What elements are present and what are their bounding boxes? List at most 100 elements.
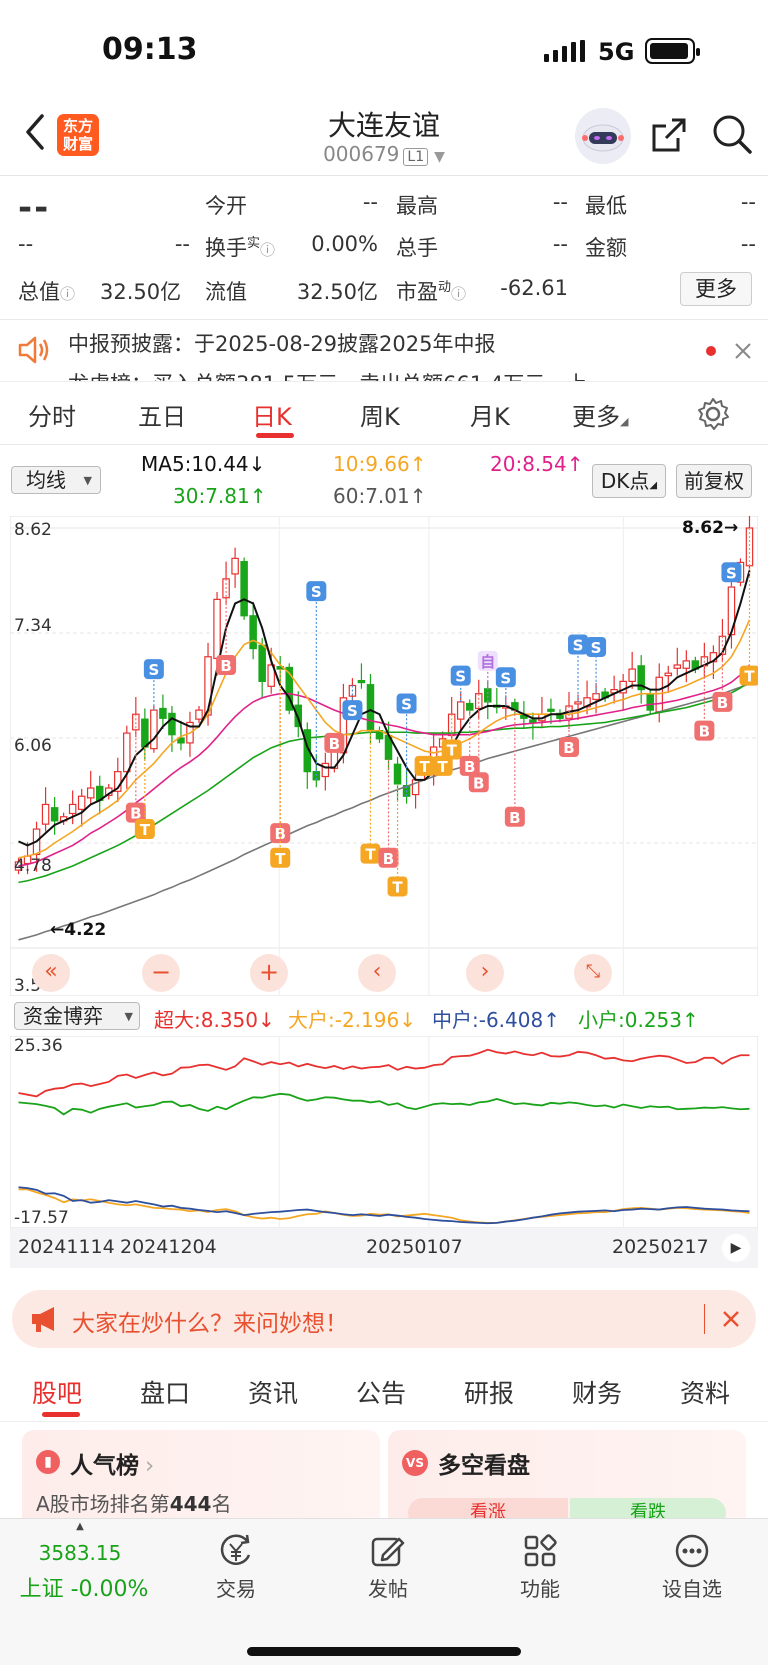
amount-value: -- bbox=[740, 232, 756, 256]
settings-icon[interactable] bbox=[696, 397, 730, 431]
marker-label: S bbox=[311, 583, 322, 601]
marker-T bbox=[134, 819, 155, 840]
pe-label: 市盈动ⓘ bbox=[396, 280, 467, 304]
notice-text-2[interactable]: 龙虎榜：买入总额381.5万元，卖出总额661.4万元，上 bbox=[68, 368, 587, 381]
ma10-line bbox=[18, 619, 751, 859]
popular-title: 人气榜 › bbox=[70, 1453, 155, 1479]
x-tick: 20250107 bbox=[366, 1236, 463, 1258]
marker-S bbox=[495, 667, 516, 688]
ma60-line bbox=[18, 683, 750, 941]
adjust-button[interactable]: 前复权 bbox=[676, 464, 752, 498]
candle-body bbox=[366, 684, 375, 732]
tab-forum[interactable]: 股吧 bbox=[32, 1379, 83, 1408]
tab-order-book[interactable]: 盘口 bbox=[140, 1379, 191, 1408]
indicator-select[interactable]: 均线 ▼ bbox=[11, 466, 101, 494]
candle-body bbox=[231, 557, 239, 575]
zoom-in-button[interactable]: + bbox=[250, 954, 288, 992]
search-icon[interactable] bbox=[710, 112, 754, 156]
marker-label: 自 bbox=[480, 653, 495, 671]
functions-button[interactable]: 功能 bbox=[490, 1533, 590, 1602]
assistant-avatar[interactable] bbox=[575, 108, 631, 164]
candle-body bbox=[258, 644, 266, 682]
stock-code[interactable]: 000679 L1 ▼ bbox=[323, 142, 445, 166]
app-logo: 东方 财富 bbox=[57, 114, 99, 156]
dk-button[interactable]: DK点◢ bbox=[592, 464, 666, 498]
y-tick: 6.06 bbox=[14, 736, 52, 756]
index-value[interactable]: 3583.15 bbox=[38, 1541, 122, 1565]
close-icon[interactable] bbox=[734, 342, 752, 360]
marker-T bbox=[739, 665, 760, 686]
high-value: -- bbox=[552, 190, 568, 214]
notice-bar[interactable]: 中报预披露：于2025-08-29披露2025年中报 龙虎榜：买入总额381.5… bbox=[0, 320, 768, 382]
x-tick: 20241114 bbox=[18, 1236, 115, 1258]
share-icon[interactable] bbox=[648, 114, 690, 156]
tab-profile[interactable]: 资料 bbox=[680, 1379, 731, 1408]
chart-frame bbox=[9, 515, 759, 997]
volume-label: 总手 bbox=[396, 236, 438, 260]
vs-title: 多空看盘 bbox=[438, 1453, 530, 1479]
marker-label: B bbox=[220, 657, 231, 675]
x-axis: 20241114 20241204 20250107 20250217 ▶ bbox=[10, 1228, 758, 1268]
scroll-left-button[interactable]: ‹ bbox=[358, 954, 396, 992]
fund-chart[interactable]: 25.36 -17.57 bbox=[9, 1035, 759, 1229]
marker-T bbox=[432, 755, 453, 776]
close-icon[interactable] bbox=[722, 1310, 740, 1328]
scroll-left-far-button[interactable]: « bbox=[32, 954, 70, 992]
marker-T bbox=[387, 876, 408, 897]
marker-B bbox=[468, 772, 489, 793]
candle-body bbox=[141, 718, 149, 748]
fullscreen-icon[interactable]: ⤡ bbox=[574, 954, 612, 992]
fund-legend: 资金博弈 ▼ 超大:8.350↓ 大户:-2.196↓ 中户:-6.408↑ 小户… bbox=[0, 1000, 768, 1036]
marker-B bbox=[324, 732, 345, 753]
marker-label: B bbox=[130, 805, 141, 823]
tab-announcements[interactable]: 公告 bbox=[356, 1379, 407, 1408]
popular-card[interactable]: ▮ 人气榜 › A股市场排名第444名 bbox=[22, 1430, 380, 1520]
back-icon[interactable] bbox=[22, 112, 48, 152]
tab-intraday[interactable]: 分时 bbox=[28, 403, 76, 431]
tab-research[interactable]: 研报 bbox=[464, 1379, 515, 1408]
tab-more[interactable]: 更多◢ bbox=[572, 403, 629, 431]
content-tabs: 股吧 盘口 资讯 公告 研报 财务 资料 bbox=[0, 1358, 768, 1422]
mktcap-value: 32.50亿 bbox=[100, 280, 182, 304]
bear-button[interactable]: 看跌 bbox=[570, 1498, 726, 1520]
marker-B bbox=[216, 654, 237, 675]
ma60-label: 60:7.01↑ bbox=[333, 484, 427, 508]
more-button[interactable]: 更多 bbox=[680, 272, 752, 306]
level-badge: L1 bbox=[403, 148, 429, 166]
banner-text[interactable]: 大家在炒什么？来问妙想！ bbox=[72, 1311, 348, 1337]
tab-indicator bbox=[42, 1412, 80, 1417]
candle-body bbox=[213, 598, 221, 660]
zoom-out-button[interactable]: − bbox=[142, 954, 180, 992]
marker-B bbox=[694, 720, 715, 741]
marker-label: S bbox=[401, 696, 412, 714]
tab-five-day[interactable]: 五日 bbox=[138, 403, 186, 431]
bull-button[interactable]: 看涨 bbox=[408, 1498, 568, 1520]
y-tick: 7.34 bbox=[14, 616, 52, 636]
index-label[interactable]: 上证 -0.00% bbox=[19, 1577, 149, 1602]
notice-text[interactable]: 中报预披露：于2025-08-29披露2025年中报 bbox=[68, 332, 496, 356]
ai-banner[interactable]: 大家在炒什么？来问妙想！ bbox=[12, 1290, 756, 1348]
tab-finance[interactable]: 财务 bbox=[572, 1379, 623, 1408]
candle-body bbox=[267, 664, 275, 687]
pe-value: -62.61 bbox=[500, 276, 568, 300]
open-value: -- bbox=[362, 190, 378, 214]
marker-S bbox=[342, 700, 363, 721]
tab-daily-k[interactable]: 日K bbox=[252, 403, 292, 431]
tab-weekly-k[interactable]: 周K bbox=[360, 403, 400, 431]
vs-card[interactable]: VS 多空看盘 看涨 看跌 bbox=[388, 1430, 746, 1520]
add-watchlist-button[interactable]: 设自选 bbox=[642, 1533, 742, 1602]
fund-indicator-select[interactable]: 资金博弈 ▼ bbox=[14, 1002, 140, 1030]
play-icon[interactable]: ▶ bbox=[722, 1234, 750, 1262]
status-bar: 09:13 5G bbox=[0, 0, 768, 100]
ma10-label: 10:9.66↑ bbox=[333, 452, 427, 476]
tab-monthly-k[interactable]: 月K bbox=[470, 403, 510, 431]
fund-ymax: 25.36 bbox=[14, 1036, 63, 1056]
fund-svg[interactable] bbox=[9, 1035, 759, 1229]
trade-button[interactable]: 交易 bbox=[186, 1533, 286, 1602]
post-button[interactable]: 发帖 bbox=[338, 1533, 438, 1602]
tab-news[interactable]: 资讯 bbox=[248, 1379, 299, 1408]
candle-body bbox=[465, 702, 474, 711]
scroll-right-button[interactable]: › bbox=[466, 954, 504, 992]
